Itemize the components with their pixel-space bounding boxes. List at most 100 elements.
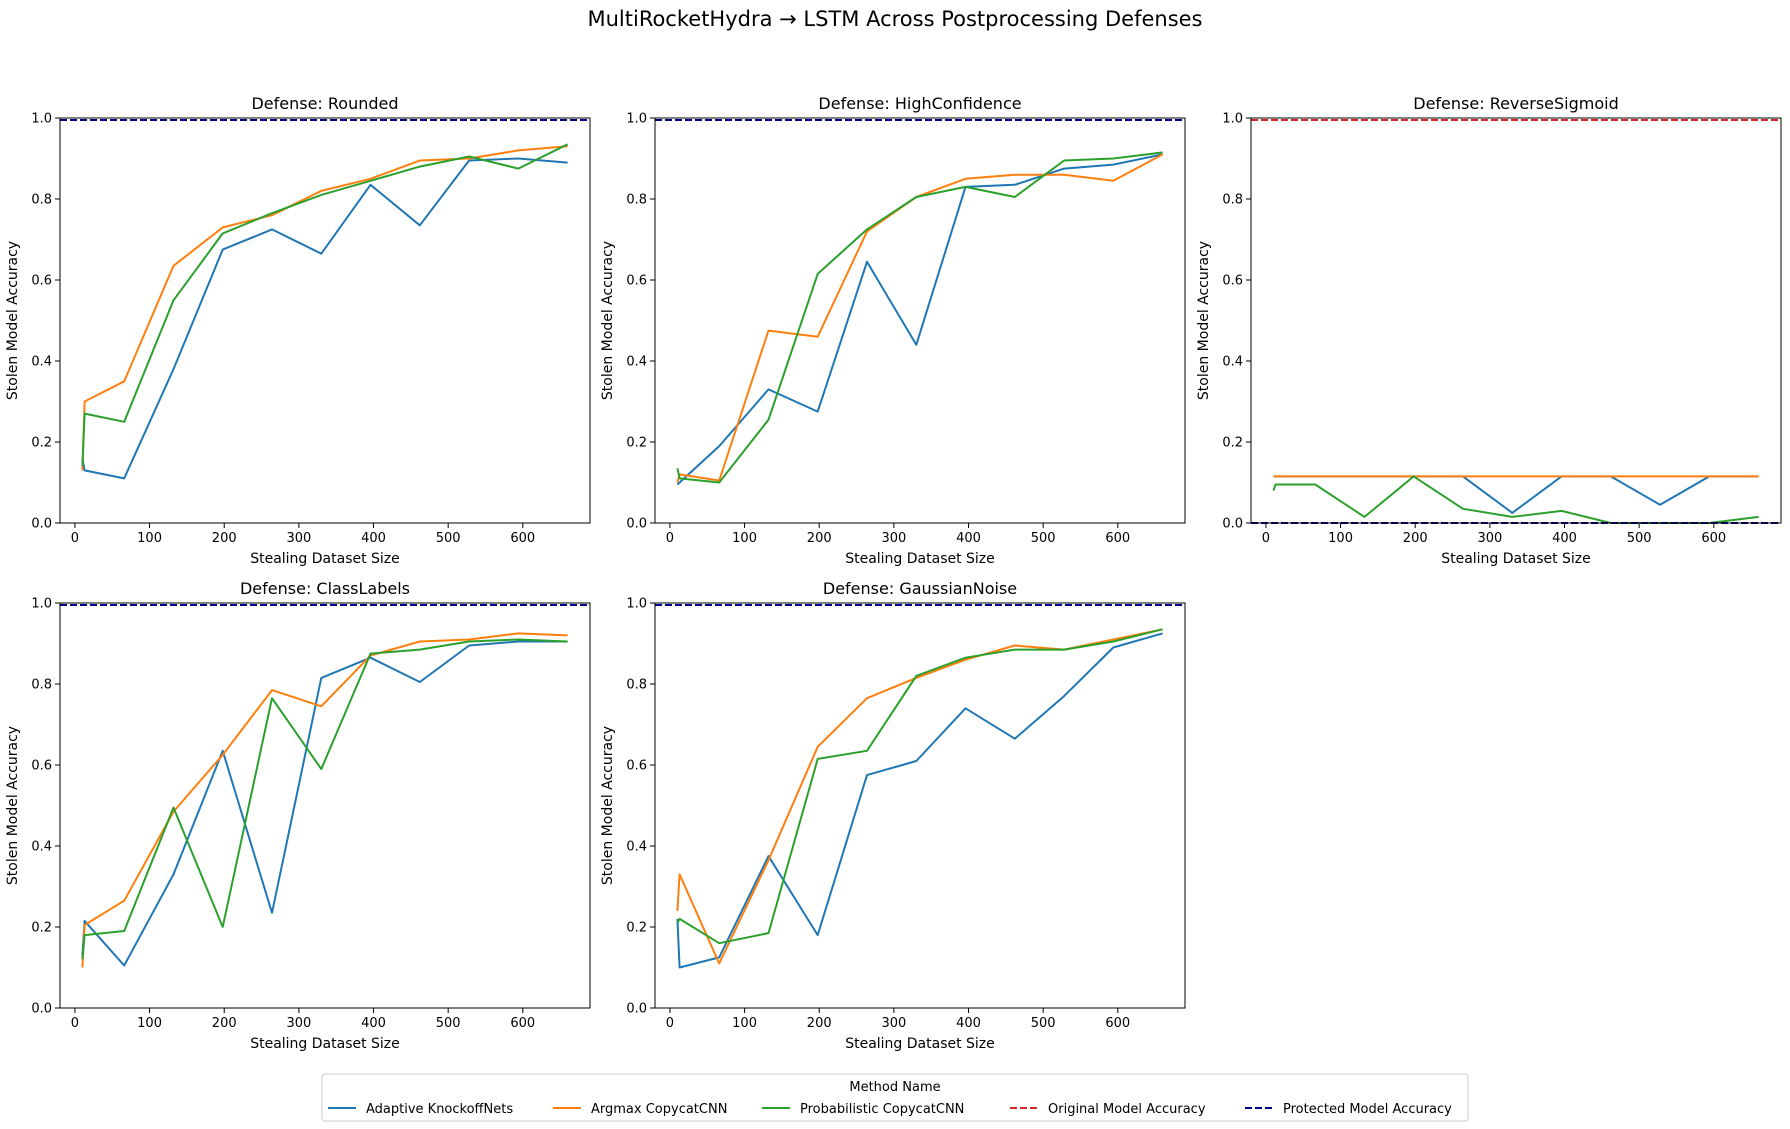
x-tick-label: 100	[137, 1016, 162, 1031]
y-tick-label: 0.6	[1222, 274, 1243, 289]
x-tick-label: 300	[1477, 531, 1502, 546]
x-tick-label: 600	[1105, 531, 1130, 546]
y-tick-label: 0.6	[626, 274, 647, 289]
subplots-area: Defense: Rounded 0 100 200 300 400 500 600 0.0 0.…	[5, 94, 1782, 1052]
y-tick-label: 0.8	[626, 678, 647, 693]
series-line-2	[676, 153, 1164, 483]
series-line-1	[81, 640, 568, 967]
series-line-3	[81, 638, 568, 960]
series-line-3	[676, 151, 1163, 484]
plot-area	[60, 119, 590, 480]
series-line-3	[1272, 475, 1759, 524]
y-tick-label: 0.0	[31, 517, 52, 532]
x-tick-label: 400	[361, 1016, 386, 1031]
subplot-title: Defense: ReverseSigmoid	[1413, 94, 1618, 113]
y-tick-label: 0.4	[31, 840, 52, 855]
x-tick-label: 400	[956, 531, 981, 546]
x-tick-label: 0	[1262, 531, 1270, 546]
plot-area	[60, 604, 590, 968]
series-line-3	[676, 628, 1163, 945]
y-tick-label: 0.4	[626, 840, 647, 855]
y-tick-label: 0.2	[1222, 436, 1243, 451]
y-tick-label: 0.8	[626, 193, 647, 208]
subplot-1: Defense: Rounded 0 100 200 300 400 500 600 0.0 0.…	[5, 94, 591, 567]
x-tick-label: 200	[1403, 531, 1428, 546]
x-tick-label: 600	[510, 531, 535, 546]
y-tick-label: 1.0	[31, 112, 52, 127]
y-tick-label: 0.6	[31, 274, 52, 289]
legend-entry-label: Adaptive KnockoffNets	[366, 1102, 513, 1117]
series-line-3	[81, 143, 569, 467]
plot-area	[655, 604, 1185, 969]
x-tick-label: 200	[212, 531, 237, 546]
y-tick-label: 0.4	[626, 355, 647, 370]
y-tick-label: 0.2	[31, 921, 52, 936]
y-tick-label: 0.8	[1222, 193, 1243, 208]
x-tick-label: 600	[510, 1016, 535, 1031]
plot-area	[1251, 119, 1781, 524]
x-axis-label: Stealing Dataset Size	[845, 1036, 995, 1052]
y-tick-label: 1.0	[626, 597, 647, 612]
x-tick-label: 500	[436, 1016, 461, 1031]
x-tick-label: 0	[666, 1016, 674, 1031]
y-tick-label: 0.2	[626, 436, 647, 451]
subplot-3: Defense: ReverseSigmoid 0 100 200 300 400 500 6…	[1196, 94, 1782, 567]
legend-entry-label: Argmax CopycatCNN	[591, 1102, 727, 1117]
y-tick-label: 1.0	[31, 597, 52, 612]
x-tick-label: 100	[732, 1016, 757, 1031]
subplot-4: Defense: ClassLabels 0 100 200 300 400 500 600 0…	[5, 579, 591, 1052]
y-tick-label: 0.6	[626, 759, 647, 774]
y-axis-label: Stolen Model Accuracy	[5, 241, 21, 400]
subplot-2: Defense: HighConfidence 0 100 200 300 400 500 6…	[600, 94, 1186, 567]
x-axis-label: Stealing Dataset Size	[1441, 551, 1591, 567]
y-tick-label: 0.2	[31, 436, 52, 451]
x-tick-label: 300	[286, 1016, 311, 1031]
x-tick-label: 400	[1552, 531, 1577, 546]
subplot-title: Defense: GaussianNoise	[823, 579, 1017, 598]
y-tick-label: 0.0	[1222, 517, 1243, 532]
y-tick-label: 0.6	[31, 759, 52, 774]
axes-frame	[654, 602, 1186, 1009]
series-line-1	[676, 153, 1163, 486]
figure-title: MultiRocketHydra → LSTM Across Postproce…	[587, 7, 1202, 31]
axes-frame	[1250, 117, 1782, 524]
subplot-title: Defense: HighConfidence	[818, 94, 1021, 113]
x-tick-label: 0	[71, 1016, 79, 1031]
x-tick-label: 100	[137, 531, 162, 546]
y-tick-label: 0.0	[31, 1002, 52, 1017]
subplot-5: Defense: GaussianNoise 0 100 200 300 400 500 60…	[600, 579, 1186, 1052]
x-tick-label: 500	[436, 531, 461, 546]
axes-frame	[59, 602, 591, 1009]
y-axis-label: Stolen Model Accuracy	[1196, 241, 1212, 400]
x-tick-label: 400	[956, 1016, 981, 1031]
x-tick-label: 0	[71, 531, 79, 546]
x-axis-label: Stealing Dataset Size	[250, 551, 400, 567]
x-tick-label: 600	[1105, 1016, 1130, 1031]
x-tick-label: 500	[1031, 1016, 1056, 1031]
x-tick-label: 100	[732, 531, 757, 546]
y-axis-label: Stolen Model Accuracy	[600, 726, 616, 885]
y-tick-label: 0.0	[626, 517, 647, 532]
subplot-title: Defense: Rounded	[251, 94, 398, 113]
legend-entry-label: Probabilistic CopycatCNN	[800, 1102, 964, 1117]
y-axis-label: Stolen Model Accuracy	[600, 241, 616, 400]
legend: Method Name Adaptive KnockoffNets Argmax C…	[321, 1073, 1469, 1122]
plot-area	[655, 119, 1185, 486]
y-tick-label: 0.0	[626, 1002, 647, 1017]
x-tick-label: 200	[807, 1016, 832, 1031]
series-line-2	[81, 145, 568, 471]
series-line-2	[81, 632, 568, 968]
subplot-title: Defense: ClassLabels	[240, 579, 410, 598]
series-line-1	[1273, 475, 1759, 514]
x-tick-label: 500	[1627, 531, 1652, 546]
y-tick-label: 0.4	[31, 355, 52, 370]
y-tick-label: 0.8	[31, 193, 52, 208]
legend-entry-label: Protected Model Accuracy	[1283, 1102, 1452, 1117]
x-tick-label: 300	[881, 531, 906, 546]
axes-frame	[59, 117, 591, 524]
y-tick-label: 1.0	[626, 112, 647, 127]
axes-frame	[654, 117, 1186, 524]
x-tick-label: 0	[666, 531, 674, 546]
x-tick-label: 100	[1328, 531, 1353, 546]
